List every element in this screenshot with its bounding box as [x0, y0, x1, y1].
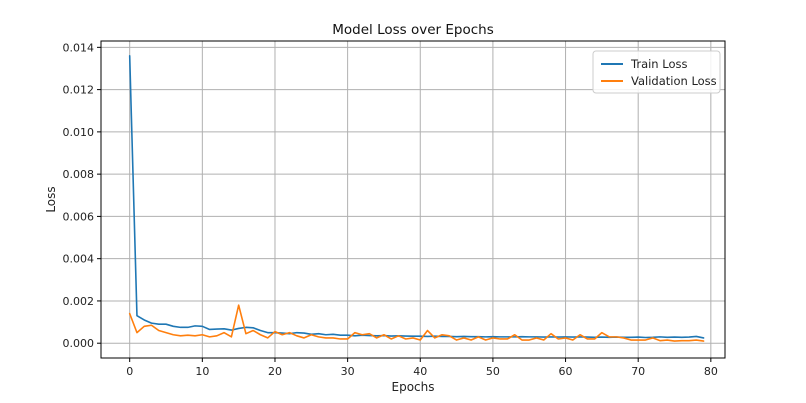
x-tick-label: 20	[268, 365, 282, 378]
x-tick-label: 60	[559, 365, 573, 378]
plot-frame	[100, 40, 726, 359]
y-tick-label: 0.002	[63, 295, 95, 308]
y-tick-label: 0.000	[63, 337, 95, 350]
legend: Train Loss Validation Loss	[592, 50, 721, 94]
grid	[101, 41, 725, 358]
y-axis: 0.000 0.002 0.004 0.006 0.008 0.010 0.012 0.014	[63, 41, 101, 350]
legend-label-train-loss: Train Loss	[630, 57, 687, 71]
chart-title: Model Loss over Epochs	[332, 22, 494, 38]
series-line-train-loss	[128, 54, 705, 339]
legend-label-validation-loss: Validation Loss	[631, 74, 717, 88]
series-line-validation-loss	[128, 304, 705, 342]
y-tick-label: 0.010	[63, 126, 95, 139]
y-tick-label: 0.014	[63, 41, 95, 54]
x-tick-label: 30	[341, 365, 355, 378]
x-tick-label: 70	[631, 365, 645, 378]
y-tick-label: 0.006	[63, 210, 95, 223]
series-layer	[128, 54, 705, 342]
y-tick-label: 0.012	[63, 84, 95, 97]
y-tick-label: 0.004	[63, 253, 95, 266]
legend-box	[592, 50, 721, 94]
x-tick-label: 50	[486, 365, 500, 378]
y-tick-label: 0.008	[63, 168, 95, 181]
x-axis-label: Epochs	[392, 380, 435, 394]
x-tick-label: 0	[126, 365, 133, 378]
y-axis-label: Loss	[44, 186, 58, 212]
x-tick-label: 40	[413, 365, 427, 378]
x-axis: 0 10 20 30 40 50 60 70 80	[126, 358, 718, 378]
x-tick-label: 80	[704, 365, 718, 378]
x-tick-label: 10	[195, 365, 209, 378]
